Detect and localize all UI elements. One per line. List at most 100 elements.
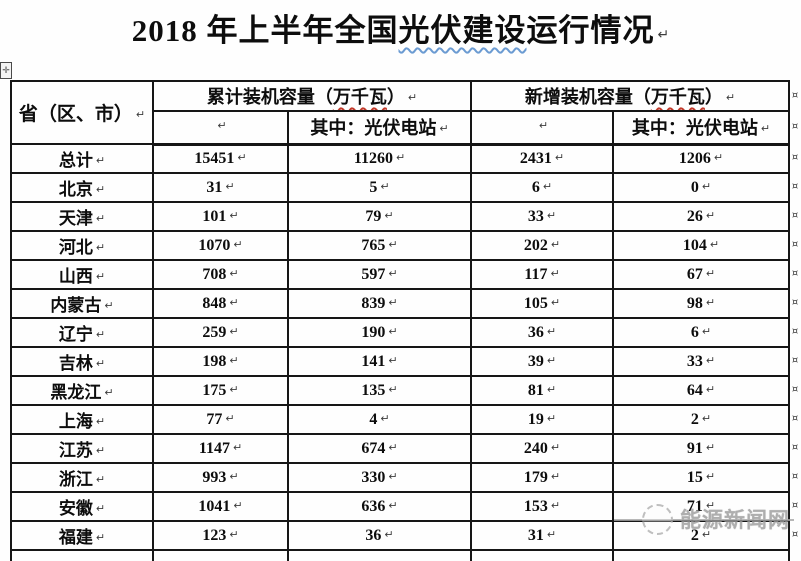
paragraph-mark: ↵ — [95, 502, 106, 515]
cell-value: 33 ↵ — [470, 201, 614, 232]
cell-value: 67 ↵ — [612, 259, 790, 290]
paragraph-mark: ↵ — [104, 299, 114, 312]
paragraph-mark: ↵ — [550, 498, 561, 512]
value: 39 — [527, 352, 544, 370]
paragraph-mark: ↵ — [705, 469, 716, 483]
cell-value: 674 ↵ — [287, 433, 472, 464]
cell-value: 26 ↵ — [612, 201, 790, 232]
paragraph-mark: ↵ — [725, 91, 736, 104]
cell-value: 77 ↵ — [152, 404, 289, 435]
cell-value: 202 ↵ — [470, 230, 614, 261]
row-end-mark: ¤ — [791, 326, 799, 337]
province-label: 辽宁 — [58, 325, 93, 344]
paragraph-mark: ↵ — [388, 353, 398, 367]
value: 33 — [686, 352, 703, 370]
row-end-mark: ¤ — [791, 268, 799, 279]
cell-value: 123 ↵ — [152, 520, 289, 551]
paragraph-mark: ↵ — [407, 91, 418, 104]
cell-value — [470, 549, 614, 561]
value: 2 — [690, 410, 699, 428]
cell-value: 31 ↵ — [152, 172, 289, 203]
group-header-new: 新增装机容量（万千瓦） ↵ — [470, 80, 790, 112]
title-suffix: 运行情况 — [526, 13, 655, 48]
province-label: 天津 — [58, 209, 93, 228]
value: 31 — [206, 178, 223, 196]
table-row: 河北 ↵ 1070 ↵ 765 ↵ 202 ↵ 104 ↵ — [10, 230, 790, 261]
paragraph-mark: ↵ — [546, 382, 557, 396]
cell-province: 北京 ↵ — [10, 172, 154, 203]
cell-value: 2431 ↵ — [470, 143, 614, 174]
paragraph-mark: ↵ — [380, 179, 390, 193]
value: 104 — [682, 236, 707, 254]
row-end-mark: ¤ — [791, 442, 799, 453]
cell-value: 1070 ↵ — [152, 230, 289, 261]
subheader-cumulative-station: 其中：光伏电站 ↵ — [287, 110, 472, 146]
cell-province: 天津 ↵ — [10, 201, 154, 232]
province-label: 安徽 — [58, 499, 93, 518]
value: 36 — [365, 526, 382, 544]
row-end-mark: ¤ — [791, 89, 799, 101]
value: 848 — [202, 294, 227, 312]
row-end-mark: ¤ — [791, 500, 799, 511]
watermark-text: 能源新闻网 — [680, 508, 790, 532]
value: 36 — [527, 323, 544, 341]
paragraph-mark: ↵ — [550, 469, 561, 483]
cell-value: 190 ↵ — [287, 317, 472, 348]
paragraph-mark: ↵ — [550, 295, 561, 309]
cell-value: 179 ↵ — [470, 462, 614, 493]
cell-value: 240 ↵ — [470, 433, 614, 464]
paragraph-mark: ↵ — [388, 324, 398, 338]
province-label: 河北 — [58, 238, 93, 257]
value: 15 — [686, 468, 703, 486]
paragraph-mark: ↵ — [546, 208, 557, 222]
paragraph-mark: ↵ — [225, 179, 235, 193]
empty-subheader-cell: ↵ — [470, 110, 614, 146]
paragraph-mark: ↵ — [546, 411, 557, 425]
paragraph-mark: ↵ — [388, 469, 398, 483]
paragraph-mark: ↵ — [439, 122, 449, 136]
paragraph-mark: ↵ — [95, 357, 106, 370]
row-end-mark: ¤ — [791, 239, 799, 250]
value: 259 — [202, 323, 227, 341]
value: 31 — [527, 526, 544, 544]
paragraph-mark: ↵ — [709, 237, 720, 251]
paragraph-mark: ↵ — [550, 440, 561, 454]
group-label: ） — [386, 87, 405, 107]
cell-value: 79 ↵ — [287, 201, 472, 232]
paragraph-mark: ↵ — [550, 237, 561, 251]
table-row: 总计 ↵ 15451 ↵ 11260 ↵ 2431 ↵ 1206 ↵ — [10, 143, 790, 174]
table-move-handle-icon: ✛ — [0, 62, 12, 79]
paragraph-mark: ↵ — [95, 154, 106, 167]
table-row-partial — [10, 549, 790, 561]
paragraph-mark: ↵ — [237, 150, 247, 164]
paragraph-mark: ↵ — [705, 295, 716, 309]
group-label: ） — [704, 87, 723, 107]
cell-value — [287, 549, 472, 561]
cell-value: 259 ↵ — [152, 317, 289, 348]
value: 993 — [202, 468, 227, 486]
cell-value — [152, 549, 289, 561]
value: 1070 — [198, 236, 231, 254]
value: 105 — [523, 294, 548, 312]
paragraph-mark: ↵ — [229, 382, 239, 396]
paragraph-mark: ↵ — [705, 353, 716, 367]
cell-value: 1206 ↵ — [612, 143, 790, 174]
cell-province — [10, 549, 154, 561]
value: 91 — [686, 439, 703, 457]
value: 117 — [524, 265, 548, 283]
province-label: 吉林 — [58, 354, 93, 373]
value: 79 — [365, 207, 382, 225]
value: 6 — [690, 323, 699, 341]
paragraph-mark: ↵ — [701, 411, 712, 425]
cell-value: 198 ↵ — [152, 346, 289, 377]
cell-value: 6 ↵ — [612, 317, 790, 348]
cell-province: 浙江 ↵ — [10, 462, 154, 493]
cell-value: 36 ↵ — [287, 520, 472, 551]
cell-province: 江苏 ↵ — [10, 433, 154, 464]
value: 708 — [202, 265, 227, 283]
value: 198 — [202, 352, 227, 370]
value: 15451 — [194, 149, 235, 167]
paragraph-mark: ↵ — [546, 353, 557, 367]
paragraph-mark: ↵ — [229, 324, 239, 338]
table-row: 辽宁 ↵ 259 ↵ 190 ↵ 36 ↵ 6 ↵ — [10, 317, 790, 348]
